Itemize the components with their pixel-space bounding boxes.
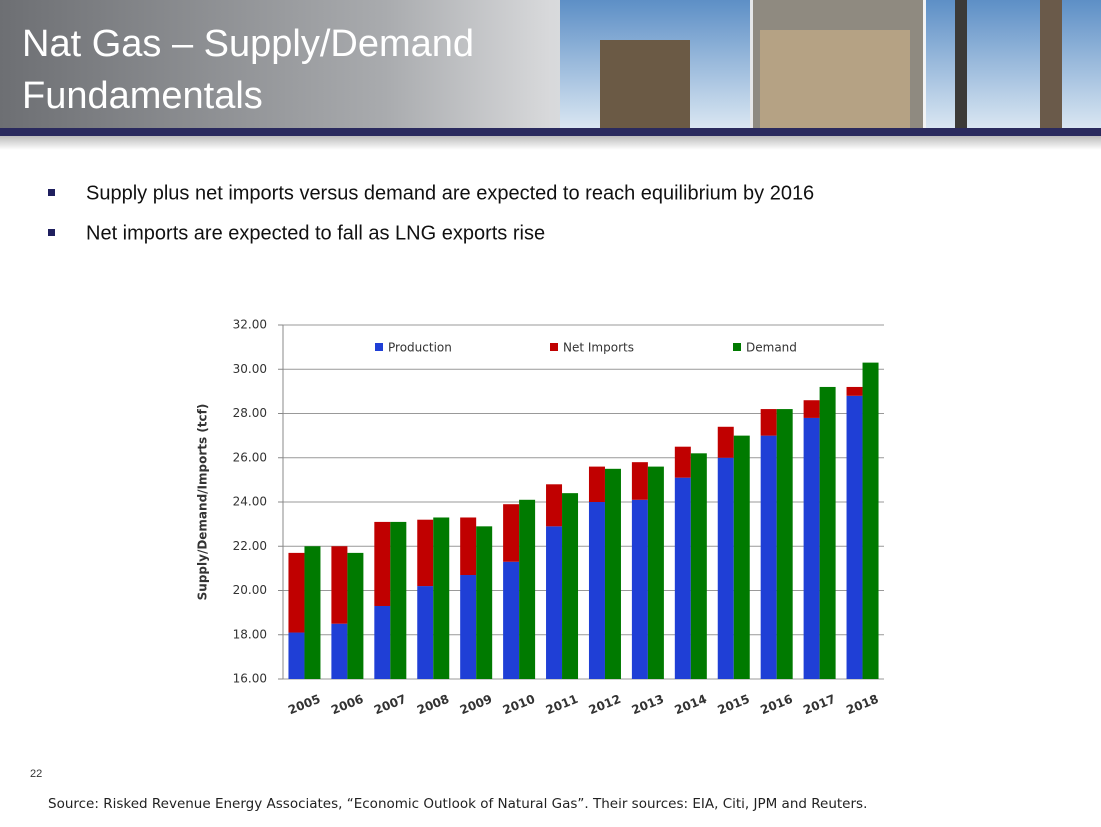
bar-segment <box>846 395 863 679</box>
x-tick-label: 2006 <box>329 692 365 717</box>
y-tick-label: 16.00 <box>233 672 267 686</box>
slide-title: Fundamentals <box>22 75 263 117</box>
bar <box>690 453 707 679</box>
bar-segment <box>588 502 605 679</box>
bar <box>819 386 836 679</box>
bar-segment <box>288 632 305 679</box>
header-photo-plant <box>760 30 910 128</box>
y-tick-label: 26.00 <box>233 450 267 464</box>
legend-label: Net Imports <box>563 341 634 355</box>
bar-segment <box>717 426 734 458</box>
x-tick-label: 2011 <box>544 692 580 717</box>
bar <box>776 409 793 679</box>
bar-segment <box>503 561 520 679</box>
legend-swatch <box>550 343 558 351</box>
y-tick-label: 28.00 <box>233 406 267 420</box>
x-tick-label: 2017 <box>801 692 837 717</box>
header-strip <box>0 128 1101 136</box>
y-tick-label: 18.00 <box>233 627 267 641</box>
x-tick-label: 2015 <box>715 692 751 717</box>
bar-segment <box>546 484 563 527</box>
bar-segment <box>374 605 391 679</box>
bar-segment <box>503 504 520 562</box>
bullet-marker <box>48 229 55 236</box>
bar <box>647 466 664 679</box>
page-number: 22 <box>30 768 42 780</box>
bar <box>862 362 879 679</box>
bar-segment <box>674 477 691 679</box>
x-tick-label: 2013 <box>630 692 666 717</box>
header-photo <box>926 0 1101 128</box>
header-photo-rig <box>955 0 967 128</box>
slide-title: Nat Gas – Supply/Demand <box>22 23 474 65</box>
bar <box>347 552 364 679</box>
source-note: Source: Risked Revenue Energy Associates… <box>48 796 867 812</box>
header-photo-rig <box>1040 0 1062 128</box>
bar <box>476 526 493 679</box>
bar-segment <box>288 552 305 633</box>
bar-segment <box>674 446 691 478</box>
bar-segment <box>717 457 734 679</box>
header-shadow <box>0 136 1101 150</box>
bar-segment <box>460 517 477 576</box>
bar-segment <box>417 586 434 679</box>
bullet-text: Net imports are expected to fall as LNG … <box>86 222 545 244</box>
x-tick-label: 2009 <box>458 692 494 717</box>
y-tick-label: 20.00 <box>233 583 267 597</box>
x-tick-label: 2005 <box>286 692 322 717</box>
y-tick-label: 24.00 <box>233 495 267 509</box>
bar <box>433 517 450 679</box>
bar-segment <box>803 400 820 418</box>
bar-segment <box>760 409 777 436</box>
legend-label: Demand <box>746 341 797 355</box>
bar-segment <box>846 386 863 396</box>
legend-swatch <box>375 343 383 351</box>
bar-segment <box>760 435 777 679</box>
bar-segment <box>546 526 563 679</box>
bullet-text: Supply plus net imports versus demand ar… <box>86 182 814 204</box>
bar <box>304 546 321 679</box>
y-tick-label: 22.00 <box>233 539 267 553</box>
bar-segment <box>331 546 348 624</box>
x-tick-label: 2008 <box>415 692 451 717</box>
bar-segment <box>803 417 820 679</box>
x-tick-label: 2018 <box>844 692 880 717</box>
bar <box>519 499 536 679</box>
bar-segment <box>588 466 605 502</box>
legend-label: Production <box>388 341 452 355</box>
header-photo-worker <box>600 40 690 128</box>
bar-segment <box>331 623 348 679</box>
x-tick-label: 2014 <box>673 692 709 717</box>
bar <box>562 493 579 679</box>
x-tick-label: 2016 <box>758 692 794 717</box>
bar <box>390 521 407 679</box>
bar-segment <box>374 521 391 606</box>
bar <box>604 468 621 679</box>
x-tick-label: 2007 <box>372 692 408 717</box>
bullet-marker <box>48 189 55 196</box>
y-tick-label: 30.00 <box>233 362 267 376</box>
y-tick-label: 32.00 <box>233 318 267 332</box>
bar <box>733 435 750 679</box>
x-tick-label: 2012 <box>587 692 623 717</box>
bar-segment <box>631 499 648 679</box>
y-axis-label: Supply/Demand/Imports (tcf) <box>196 404 210 601</box>
x-tick-label: 2010 <box>501 692 537 717</box>
bar-segment <box>417 519 434 587</box>
bar-segment <box>631 462 648 500</box>
bar-segment <box>460 575 477 679</box>
legend-swatch <box>733 343 741 351</box>
